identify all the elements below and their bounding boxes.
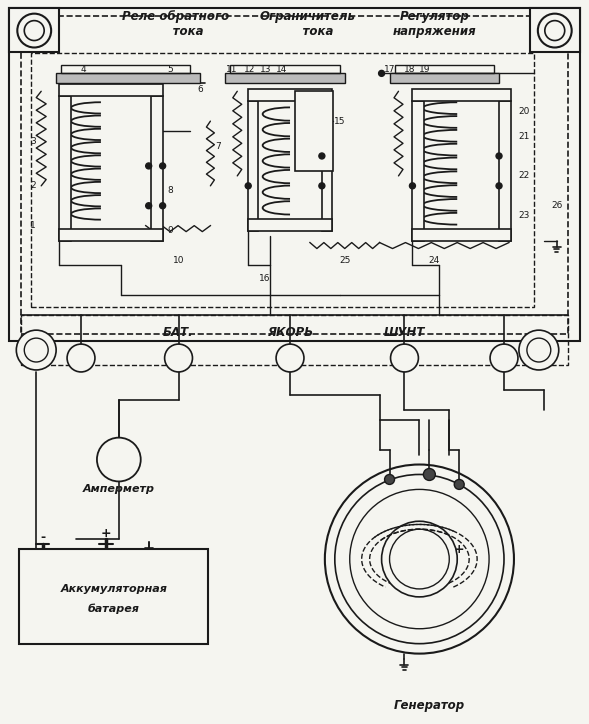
Text: Реле обратного
      тока: Реле обратного тока [122, 9, 229, 38]
Text: 15: 15 [334, 117, 346, 126]
Circle shape [379, 70, 385, 76]
Text: Аккумуляторная: Аккумуляторная [61, 584, 167, 594]
Circle shape [382, 521, 457, 597]
Text: 25: 25 [339, 256, 350, 265]
Text: 11: 11 [226, 65, 237, 74]
Bar [59, 84, 163, 96]
Circle shape [164, 344, 193, 372]
Text: 14: 14 [276, 65, 288, 74]
Text: 10: 10 [173, 256, 184, 265]
Text: 5: 5 [168, 65, 174, 74]
Bar [530, 8, 580, 52]
Text: 19: 19 [419, 65, 430, 74]
Circle shape [423, 468, 435, 481]
Bar [59, 229, 163, 240]
Bar [9, 8, 59, 52]
Circle shape [145, 203, 152, 209]
Circle shape [16, 330, 56, 370]
Bar [59, 96, 71, 240]
Text: 24: 24 [429, 256, 440, 265]
Bar [19, 549, 209, 644]
Circle shape [519, 330, 559, 370]
Circle shape [454, 479, 464, 489]
Text: 7: 7 [216, 141, 221, 151]
Circle shape [319, 183, 325, 189]
Circle shape [496, 153, 502, 159]
Text: 6: 6 [197, 85, 203, 94]
Text: 26: 26 [551, 201, 562, 210]
Bar [395, 65, 494, 73]
Text: 16: 16 [259, 274, 271, 283]
Bar [295, 91, 333, 171]
Text: 4: 4 [80, 65, 86, 74]
Text: 22: 22 [518, 172, 530, 180]
Bar [248, 89, 332, 101]
Bar [21, 16, 568, 334]
Bar [248, 101, 258, 231]
Text: Ограничитель
     тока: Ограничитель тока [260, 9, 356, 38]
Circle shape [409, 183, 415, 189]
Text: БАТ.: БАТ. [163, 326, 194, 339]
Bar [412, 89, 511, 101]
Circle shape [385, 474, 395, 484]
Bar [322, 101, 332, 231]
Text: 17: 17 [384, 65, 395, 74]
Text: 20: 20 [518, 106, 530, 116]
Text: ШУНТ: ШУНТ [384, 326, 425, 339]
Text: 13: 13 [260, 65, 272, 74]
Text: 9: 9 [168, 226, 174, 235]
Text: 12: 12 [243, 65, 255, 74]
Circle shape [160, 163, 166, 169]
Bar [56, 73, 200, 83]
Circle shape [538, 14, 572, 48]
Text: +: + [454, 542, 465, 555]
Bar [151, 96, 163, 240]
Circle shape [97, 437, 141, 481]
Text: ЯКОРЬ: ЯКОРЬ [267, 326, 313, 339]
Text: 2: 2 [31, 181, 36, 190]
Bar [230, 65, 340, 73]
Text: 21: 21 [518, 132, 530, 140]
Bar [61, 65, 190, 73]
Text: 8: 8 [168, 186, 174, 195]
Circle shape [391, 344, 418, 372]
Bar [21, 315, 568, 365]
Circle shape [160, 203, 166, 209]
Circle shape [17, 14, 51, 48]
Bar [499, 101, 511, 240]
Text: -: - [41, 531, 46, 544]
Bar [31, 54, 534, 307]
Text: 23: 23 [518, 211, 530, 220]
Circle shape [325, 465, 514, 654]
Text: Регулятор
напряжения: Регулятор напряжения [392, 9, 476, 38]
Circle shape [67, 344, 95, 372]
Bar [412, 101, 425, 240]
Text: -: - [392, 557, 397, 571]
Text: 1: 1 [31, 221, 36, 230]
Bar [9, 8, 580, 341]
Bar [248, 219, 332, 231]
Text: +: + [101, 526, 111, 539]
Text: батарея: батарея [88, 604, 140, 614]
Bar [226, 73, 345, 83]
Circle shape [145, 163, 152, 169]
Circle shape [276, 344, 304, 372]
Circle shape [319, 153, 325, 159]
Bar [412, 229, 511, 240]
Text: Генератор: Генератор [394, 699, 465, 712]
Text: 18: 18 [403, 65, 415, 74]
Text: Амперметр: Амперметр [83, 484, 155, 494]
Circle shape [490, 344, 518, 372]
Bar [389, 73, 499, 83]
Circle shape [245, 183, 251, 189]
Text: 3: 3 [31, 137, 36, 146]
Circle shape [496, 183, 502, 189]
